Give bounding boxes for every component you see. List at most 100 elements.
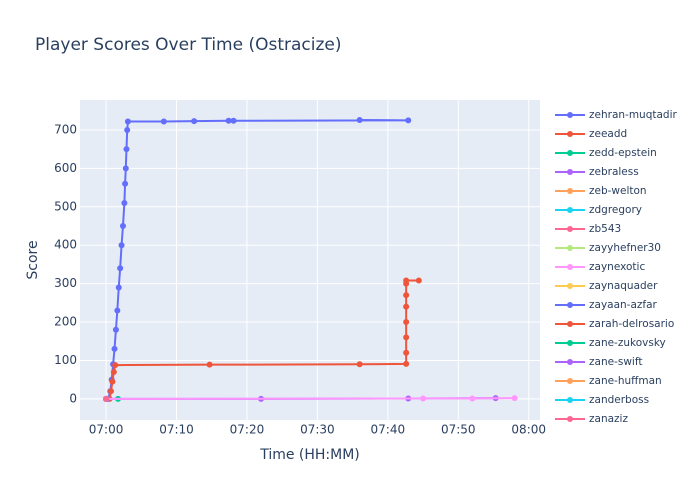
data-point — [114, 307, 121, 314]
data-point — [403, 360, 410, 367]
legend-label[interactable]: zb543 — [589, 223, 621, 235]
y-tick-label: 400 — [54, 238, 77, 252]
data-point — [191, 118, 198, 125]
y-tick-label: 700 — [54, 122, 77, 136]
data-point — [415, 277, 422, 284]
plot — [103, 116, 518, 402]
legend-item[interactable]: zebraless — [555, 166, 639, 178]
legend-marker — [567, 150, 573, 156]
legend-item[interactable]: zarah-delrosario — [555, 318, 674, 330]
legend-item[interactable]: zaynexotic — [555, 261, 645, 273]
data-point — [511, 395, 518, 402]
legend-label[interactable]: zaynexotic — [589, 261, 645, 273]
x-tick-label: 07:10 — [159, 423, 194, 437]
legend-label[interactable]: zayyhefner30 — [589, 242, 661, 254]
legend-marker — [567, 416, 573, 422]
data-point — [107, 388, 114, 395]
legend-marker — [567, 112, 573, 118]
chart-title: Player Scores Over Time (Ostracize) — [35, 35, 342, 55]
legend-marker — [567, 169, 573, 175]
legend-label[interactable]: zayaan-azfar — [589, 299, 658, 311]
data-point — [403, 292, 410, 299]
legend-item[interactable]: zane-zukovsky — [555, 337, 666, 349]
data-point — [206, 361, 213, 368]
legend-item[interactable]: zeb-welton — [555, 185, 647, 197]
legend-item[interactable]: zeeadd — [555, 128, 627, 140]
data-point — [112, 326, 119, 333]
legend-label[interactable]: zanderboss — [589, 394, 649, 406]
legend-item[interactable]: zane-swift — [555, 356, 642, 368]
data-point — [403, 277, 410, 284]
legend-label[interactable]: zane-swift — [589, 356, 642, 368]
y-tick-label: 200 — [54, 315, 77, 329]
y-tick-label: 500 — [54, 199, 77, 213]
series-line — [108, 279, 419, 400]
legend-item[interactable]: zanderboss — [555, 394, 649, 406]
legend: zehran-muqtadir zeeadd zedd-epstein zebrale… — [555, 109, 678, 425]
plot-area — [80, 100, 540, 420]
data-point — [356, 116, 363, 123]
data-point — [403, 349, 410, 356]
y-axis-label: Score — [25, 240, 41, 279]
data-point — [121, 199, 128, 206]
legend-marker — [567, 359, 573, 365]
legend-label[interactable]: zeeadd — [589, 128, 627, 140]
data-point — [115, 284, 122, 291]
legend-marker — [567, 378, 573, 384]
legend-marker — [567, 340, 573, 346]
legend-marker — [567, 188, 573, 194]
legend-label[interactable]: zane-huffman — [589, 375, 662, 387]
legend-label[interactable]: zanaziz — [589, 413, 628, 425]
data-point — [124, 126, 131, 133]
legend-label[interactable]: zedd-epstein — [589, 147, 657, 159]
data-point — [403, 334, 410, 341]
legend-label[interactable]: zarah-delrosario — [589, 318, 674, 330]
legend-marker — [567, 283, 573, 289]
legend-item[interactable]: zehran-muqtadir — [555, 109, 678, 121]
legend-label[interactable]: zane-zukovsky — [589, 337, 666, 349]
legend-marker — [567, 397, 573, 403]
data-point — [403, 319, 410, 326]
data-point — [110, 368, 117, 375]
legend-item[interactable]: zane-huffman — [555, 375, 662, 387]
legend-item[interactable]: zayaan-azfar — [555, 299, 658, 311]
legend-label[interactable]: zehran-muqtadir — [589, 109, 678, 121]
data-point — [123, 146, 130, 153]
data-point — [119, 223, 126, 230]
data-point — [112, 362, 119, 369]
legend-marker — [567, 226, 573, 232]
data-point — [469, 395, 476, 402]
data-point — [118, 242, 125, 249]
legend-item[interactable]: zaynaquader — [555, 280, 658, 292]
legend-marker — [567, 264, 573, 270]
data-point — [109, 378, 116, 385]
legend-item[interactable]: zayyhefner30 — [555, 242, 661, 254]
legend-label[interactable]: zeb-welton — [589, 185, 647, 197]
legend-marker — [567, 207, 573, 213]
data-point — [103, 395, 110, 402]
legend-label[interactable]: zebraless — [589, 166, 639, 178]
data-point — [122, 165, 129, 172]
legend-marker — [567, 245, 573, 251]
data-point — [124, 118, 131, 125]
legend-marker — [567, 302, 573, 308]
y-tick-label: 300 — [54, 276, 77, 290]
x-tick-label: 07:00 — [89, 423, 124, 437]
x-tick-label: 07:50 — [441, 423, 476, 437]
y-tick-label: 0 — [69, 391, 77, 405]
legend-label[interactable]: zdgregory — [589, 204, 642, 216]
legend-marker — [567, 131, 573, 137]
legend-label[interactable]: zaynaquader — [589, 280, 658, 292]
legend-item[interactable]: zedd-epstein — [555, 147, 657, 159]
y-tick-label: 600 — [54, 161, 77, 175]
data-point — [111, 345, 118, 352]
legend-item[interactable]: zb543 — [555, 223, 621, 235]
legend-item[interactable]: zanaziz — [555, 413, 628, 425]
series-line — [106, 397, 515, 400]
y-tick-label: 100 — [54, 353, 77, 367]
data-point — [225, 117, 232, 124]
grid — [80, 100, 540, 420]
legend-item[interactable]: zdgregory — [555, 204, 642, 216]
